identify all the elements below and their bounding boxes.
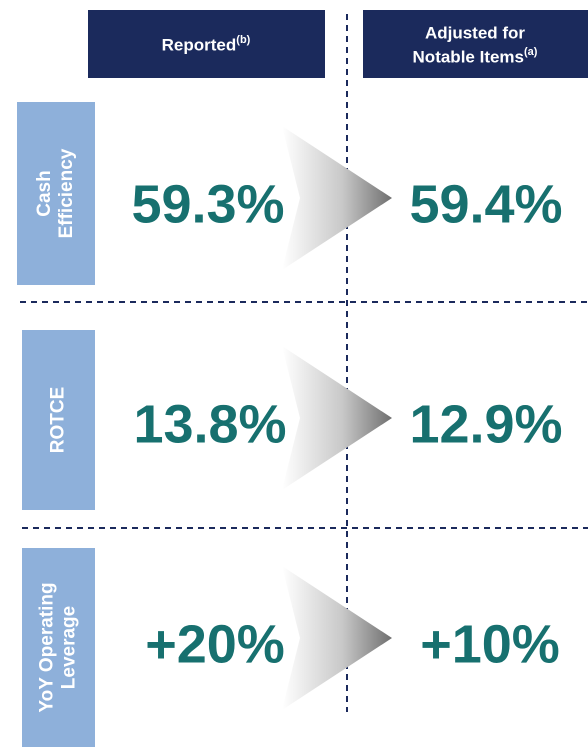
row-label: Efficiency — [56, 148, 77, 238]
arrow — [282, 126, 392, 270]
header-superscript: (a) — [524, 46, 538, 58]
row-label-box — [17, 102, 95, 285]
reported-value: 13.8% — [133, 394, 286, 454]
header-box — [88, 10, 325, 78]
reported-value: +20% — [145, 614, 285, 674]
arrow — [282, 566, 392, 710]
row-label: Cash — [34, 170, 55, 216]
header-text: Adjusted for — [425, 23, 525, 42]
row-label: Leverage — [59, 606, 80, 689]
row-label-box — [22, 330, 95, 510]
header-box — [363, 10, 588, 78]
adjusted-value: 12.9% — [409, 394, 562, 454]
adjusted-value: +10% — [420, 614, 560, 674]
row-label-box — [22, 548, 95, 747]
row-label: ROTCE — [48, 387, 69, 454]
header-text: Reported — [162, 35, 237, 54]
adjusted-value: 59.4% — [409, 174, 562, 234]
arrow — [282, 346, 392, 490]
reported-value: 59.3% — [131, 174, 284, 234]
row-label: YoY Operating — [37, 582, 58, 712]
header-text: Notable Items — [413, 47, 524, 66]
header-superscript: (b) — [236, 34, 250, 46]
